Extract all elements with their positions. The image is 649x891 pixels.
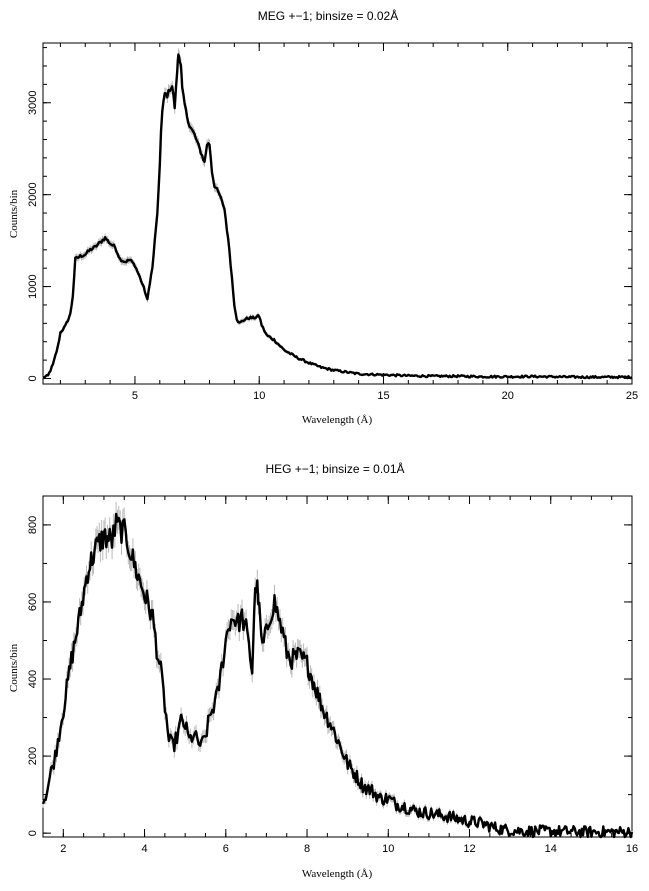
meg-series-lines [42, 53, 633, 380]
heg-x-tick-label: 4 [141, 843, 147, 855]
heg-x-tick-label: 6 [223, 843, 229, 855]
heg-y-tick-label: 600 [27, 593, 39, 611]
heg-title: HEG +−1; binsize = 0.01Å [265, 461, 404, 476]
heg-x-tick-label: 14 [545, 843, 557, 855]
meg-panel: MEG +−1; binsize = 0.02Å 5 10 15 20 25 0 1000 2… [8, 8, 638, 426]
heg-error-bars [42, 502, 633, 838]
meg-x-tick-label: 25 [626, 390, 638, 402]
heg-y-tick-label: 200 [27, 747, 39, 765]
heg-x-axis-label: Wavelength (Å) [302, 868, 373, 880]
meg-plot-frame [42, 42, 633, 385]
heg-y-tick-label: 800 [27, 516, 39, 534]
meg-x-tick-label: 20 [502, 390, 514, 402]
meg-y-tick-label: 2000 [27, 182, 39, 206]
heg-x-tick-label: 2 [60, 843, 66, 855]
heg-series-lines [41, 512, 634, 839]
meg-x-tick-label: 10 [253, 390, 265, 402]
meg-ticks: 5 10 15 20 25 0 1000 2000 3000 [27, 43, 638, 402]
heg-panel: HEG +−1; binsize = 0.01Å 2 4 6 8 10 12 14 16 0 20… [8, 461, 638, 880]
meg-error-band [42, 48, 633, 379]
meg-x-axis-label: Wavelength (Å) [302, 414, 373, 426]
heg-plot-frame [42, 495, 633, 838]
meg-y-tick-label: 0 [27, 375, 39, 381]
meg-y-axis-label: Counts/bin [8, 189, 20, 238]
heg-y-axis-label: Counts/bin [8, 643, 20, 692]
meg-y-tick-label: 1000 [27, 274, 39, 298]
heg-series-line [41, 512, 634, 839]
meg-title: MEG +−1; binsize = 0.02Å [258, 8, 398, 23]
heg-ticks: 2 4 6 8 10 12 14 16 0 200 400 600 800 [27, 496, 638, 855]
heg-y-tick-label: 0 [27, 830, 39, 836]
meg-x-tick-label: 5 [132, 390, 138, 402]
heg-x-tick-label: 12 [463, 843, 475, 855]
meg-y-tick-label: 3000 [27, 91, 39, 115]
heg-error-band [42, 502, 633, 838]
heg-y-tick-label: 400 [27, 670, 39, 688]
heg-x-tick-label: 8 [304, 843, 310, 855]
meg-x-tick-label: 15 [377, 390, 389, 402]
heg-x-tick-label: 10 [382, 843, 394, 855]
meg-error-bars [42, 48, 633, 379]
meg-series-line [42, 53, 633, 380]
heg-x-tick-label: 16 [626, 843, 638, 855]
